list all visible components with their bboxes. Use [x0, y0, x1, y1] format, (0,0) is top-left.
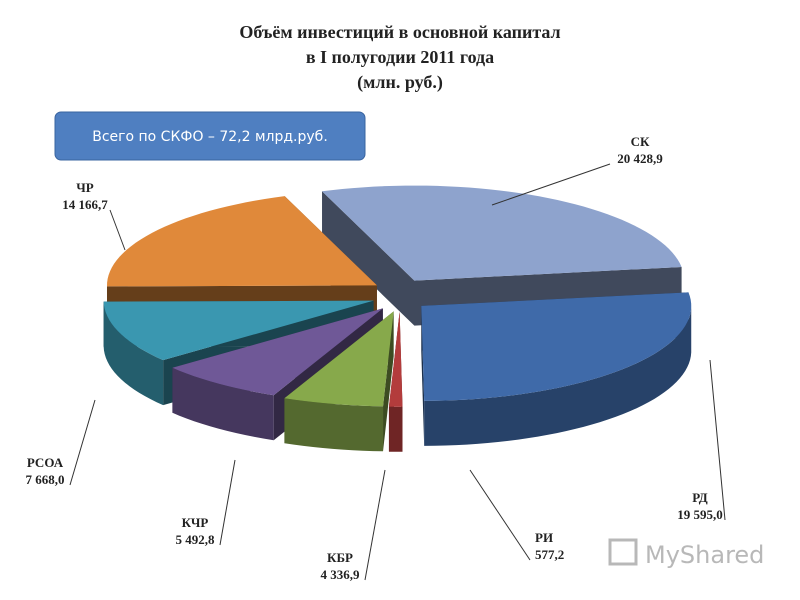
leader-line: [491, 163, 611, 206]
annotation: Всего по СКФО – 72,2 млрд.руб.: [92, 129, 328, 145]
value-label: 20 428,9: [617, 151, 663, 166]
category-label: РСОА: [27, 455, 64, 470]
slice: [322, 185, 682, 281]
annotation-box: [54, 111, 366, 161]
value-label: 577,2: [535, 547, 564, 562]
slice: [284, 311, 394, 407]
watermark-icon: [608, 538, 638, 566]
value-label: 19 595,0: [677, 507, 723, 522]
leader-line: [219, 459, 236, 546]
slice: [421, 292, 692, 401]
leader-line: [109, 209, 126, 251]
chart-title: Объём инвестиций в основной капитал: [239, 22, 560, 42]
slice-side: [322, 191, 682, 326]
value-label: 5 492,8: [176, 532, 216, 547]
value-label: 7 668,0: [26, 472, 65, 487]
leader-line: [469, 469, 531, 561]
slice: [106, 196, 377, 287]
category-label: РД: [692, 490, 708, 505]
slice: [103, 300, 374, 361]
category-label: ЧР: [76, 180, 94, 195]
value-label: 14 166,7: [62, 197, 108, 212]
slice-wall: [172, 367, 274, 441]
category-label: КЧР: [182, 515, 209, 530]
leader-line: [69, 399, 96, 486]
watermark: MyShared: [645, 541, 764, 569]
slice-wall: [284, 398, 384, 452]
category-label: РИ: [535, 530, 553, 545]
slice: [172, 308, 383, 396]
slice-wall: [424, 307, 692, 446]
slice: [388, 311, 403, 407]
leader-line: [364, 469, 386, 581]
category-label: КБР: [327, 550, 353, 565]
slice-wall: [103, 301, 164, 406]
category-label: СК: [631, 134, 650, 149]
leader-line: [709, 359, 726, 521]
value-label: 4 336,9: [321, 567, 361, 582]
slice-wall: [388, 406, 403, 452]
chart-title: в I полугодии 2011 года: [306, 47, 494, 67]
chart-title: (млн. руб.): [357, 72, 443, 93]
